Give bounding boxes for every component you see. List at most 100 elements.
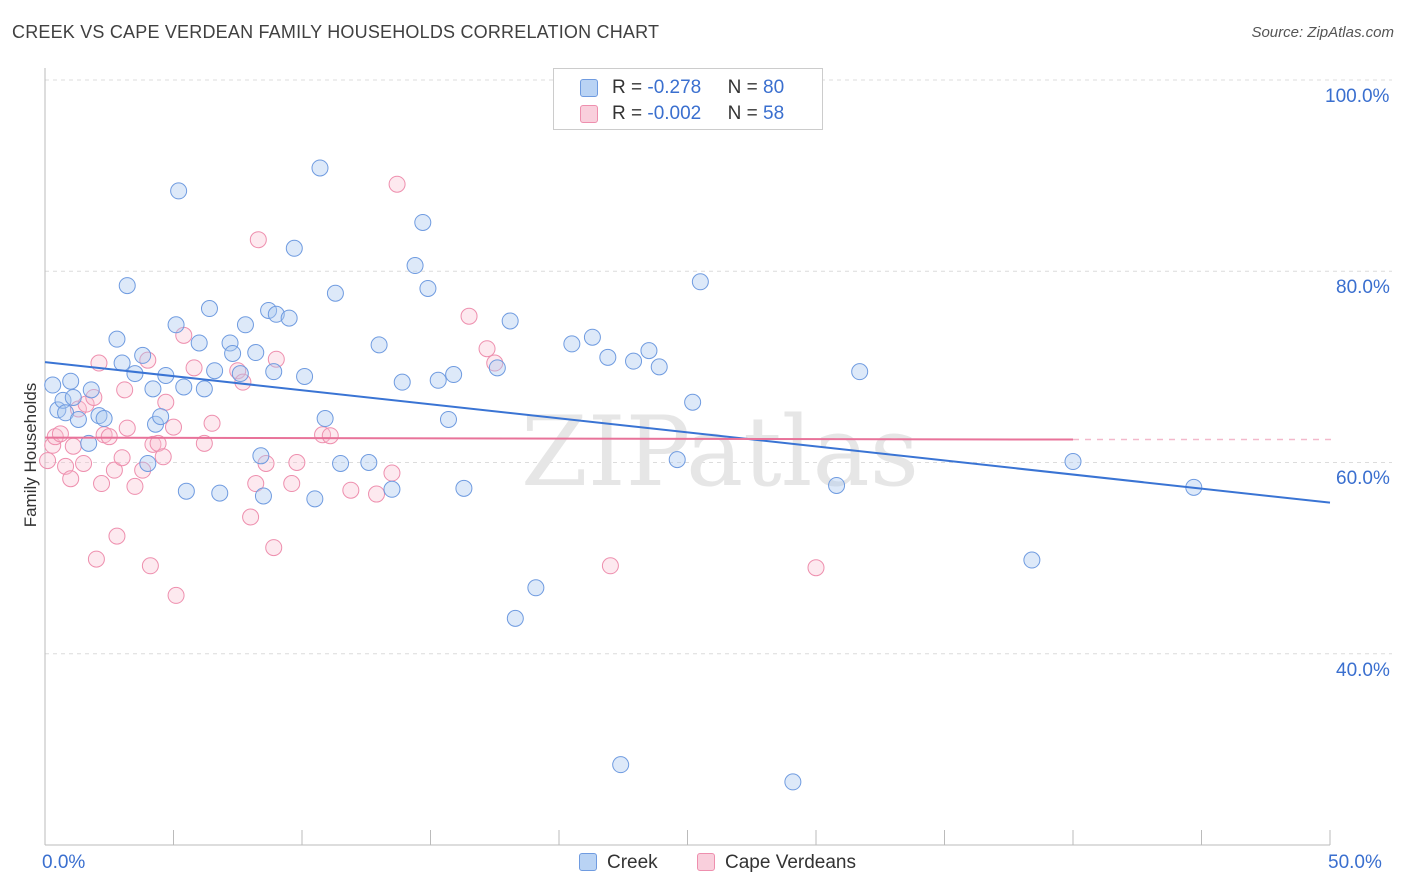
cape-verdean-point [807,559,825,577]
creek-point [625,352,643,370]
creek-point [383,480,401,498]
creek-point [254,487,272,505]
cape-verdean-point [64,437,82,455]
creek-point [316,410,334,428]
cape-verdean-point [157,393,175,411]
creek-point [175,378,193,396]
source-label: Source: ZipAtlas.com [1251,24,1394,41]
cape-verdean-point [126,477,144,495]
cape-verdean-point [100,428,118,446]
cape-verdean-point [139,351,157,369]
cape-verdean-point [267,350,285,368]
creek-point [640,342,658,360]
y-axis-label: Family Households [21,382,40,528]
cape-legend-label: Cape Verdeans [725,852,856,873]
creek-point [247,344,265,362]
creek-point [332,454,350,472]
creek-point [455,479,473,497]
creek-point [370,336,388,354]
creek-point [267,305,285,323]
legend-r-label: R = [612,77,648,98]
bottom-legend-cape: Cape Verdeans [697,852,856,874]
creek-point [784,773,802,791]
creek-point [527,579,545,597]
cape-verdean-point [478,340,496,358]
cape-verdean-point [62,470,80,488]
creek-point [206,362,224,380]
cape-verdean-point [154,448,172,466]
cape-verdean-point [247,475,265,493]
cape-verdean-point [203,414,221,432]
legend-r-value: -0.002 [647,103,702,124]
creek-point [260,301,278,319]
bottom-legend-creek: Creek [579,852,658,874]
creek-point [195,380,213,398]
creek-point [583,328,601,346]
cape-verdean-point [388,175,406,193]
legend-n-label: N = [727,77,764,98]
creek-point [152,408,170,426]
cape-verdean-point [167,586,185,604]
cape-verdean-point [93,475,111,493]
creek-point [311,159,329,177]
cape-verdean-point [283,475,301,493]
creek-point [296,367,314,385]
creek-point [177,482,195,500]
cape-verdean-point [149,434,167,452]
cape-verdean-point [113,449,131,467]
creek-point [82,381,100,399]
y-tick-label-100: 100.0% [1325,86,1390,107]
creek-point [851,363,869,381]
cape-verdean-trend-line [44,436,1074,441]
y-tick-label-40: 40.0% [1336,660,1390,681]
creek-point [306,490,324,508]
cape-verdean-point [141,557,159,575]
creek-point [563,335,581,353]
x-tick-label-50: 50.0% [1328,852,1382,873]
creek-point [113,354,131,372]
creek-point [445,366,463,384]
creek-point [64,388,82,406]
creek-point [80,434,98,452]
creek-point [360,454,378,471]
cape-verdean-point [249,231,267,249]
cape-verdean-point [105,461,123,479]
creek-point [69,410,87,428]
cape-verdean-point [57,457,75,475]
x-tick-label-0: 0.0% [42,852,86,873]
cape-verdean-point [368,485,386,503]
creek-point [167,316,185,334]
creek-point [211,484,229,502]
cape-verdean-point [195,434,213,452]
creek-point [126,365,144,383]
legend-n-value: 58 [763,103,785,124]
creek-point [501,312,519,330]
creek-point [650,358,668,376]
creek-point [506,609,524,627]
legend-n-value: 80 [763,77,785,98]
watermark: ZIPatlas [521,396,919,508]
cape-verdean-point [144,435,162,453]
y-tick-label-80: 80.0% [1336,277,1390,298]
creek-point [265,363,283,381]
creek-point [224,344,242,362]
cape-verdean-point [118,419,136,437]
creek-point [190,334,208,352]
creek-point [828,476,846,494]
creek-point [231,365,249,383]
cape-verdean-point [486,354,504,372]
legend-r-value: -0.278 [647,77,702,98]
creek-point [144,380,162,398]
creek-point [139,454,157,472]
creek-point [668,451,686,469]
cape-verdean-point [116,381,134,399]
creek-point [54,391,72,409]
y-tick-label-60: 60.0% [1336,468,1390,489]
legend-n-label: N = [727,103,764,124]
cape-verdean-point [601,557,619,575]
correlation-legend: R = -0.278 N = 80 R = -0.002 N = 58 [553,68,823,130]
creek-point [62,372,80,390]
creek-point [1064,453,1082,471]
creek-point [90,407,108,425]
